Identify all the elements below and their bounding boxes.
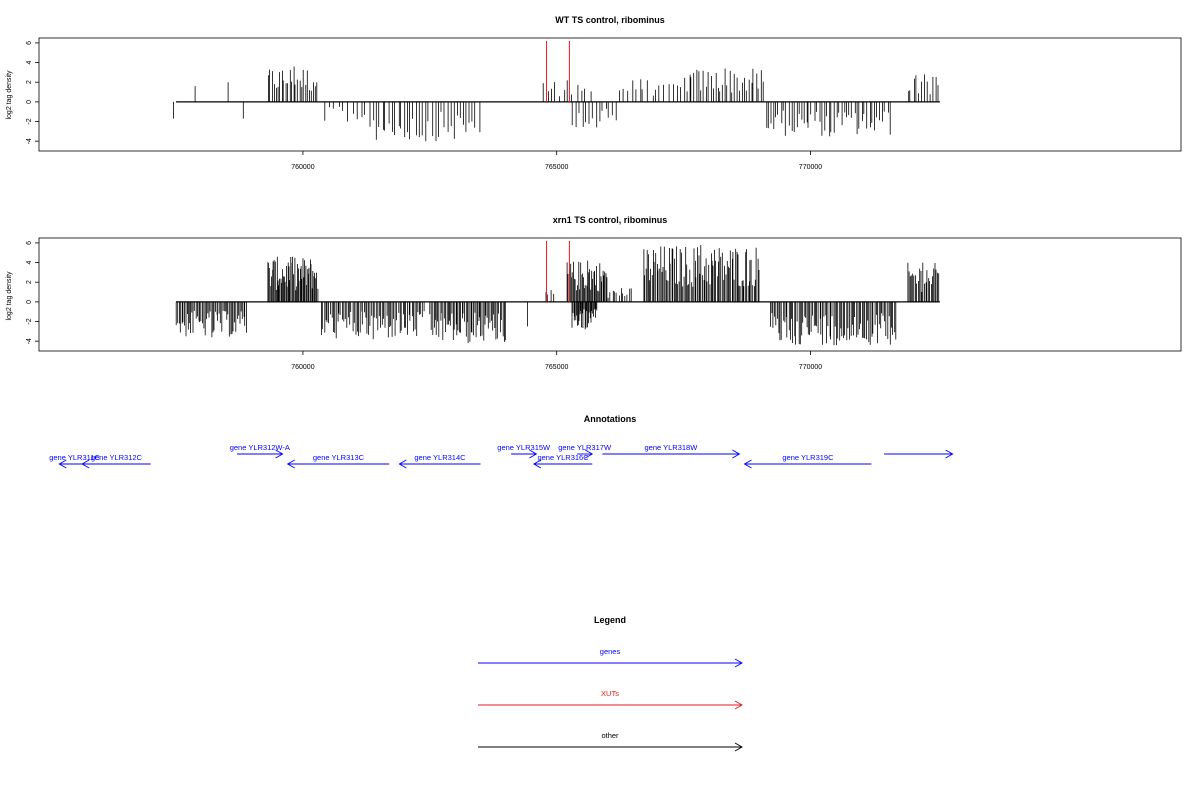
y-tick-label: -2 (26, 118, 33, 124)
xrn1-signal-bars (175, 240, 940, 346)
gene-arrow-head (398, 459, 407, 469)
gene-arrow-head (532, 459, 542, 469)
y-tick-label: 2 (26, 280, 33, 284)
gene-label: gene YLR313C (313, 453, 365, 462)
y-tick-label: -4 (26, 138, 33, 144)
x-tick-label: 770000 (799, 364, 822, 371)
xrn1-track-panel: xrn1 TS control, ribominus log2 tag dens… (6, 215, 1182, 371)
xrn1-axes: -4 -2 0 2 4 6 760000 765000 770000 (26, 237, 1182, 371)
y-tick-label: 0 (26, 300, 33, 304)
xrn1-track-title: xrn1 TS control, ribominus (553, 215, 668, 225)
wt-y-axis-label: log2 tag density (6, 70, 13, 120)
wt-track-title: WT TS control, ribominus (555, 15, 665, 25)
x-tick-label: 760000 (291, 364, 314, 371)
legend-panel: Legend genes XUTs other (478, 615, 743, 752)
wt-signal-bars (173, 40, 940, 142)
y-tick-label: 2 (26, 80, 33, 84)
x-tick-label: 760000 (291, 164, 314, 171)
y-tick-label: 4 (26, 61, 33, 65)
plot-frame (38, 37, 1182, 152)
legend-arrow-head (734, 742, 743, 752)
annotations-title: Annotations (584, 414, 637, 424)
y-tick-label: 4 (26, 261, 33, 265)
gene-arrow-head (81, 459, 90, 469)
gene-arrow-head (743, 459, 752, 469)
y-tick-label: 0 (26, 100, 33, 104)
gene-label: gene YLR312W-A (230, 443, 290, 452)
x-tick-label: 770000 (799, 164, 822, 171)
y-tick-label: 6 (26, 41, 33, 45)
y-tick-label: -2 (26, 318, 33, 324)
legend-arrow-head (734, 658, 743, 668)
gene-arrow-head (286, 459, 295, 469)
gene-label: gene YLR319C (782, 453, 834, 462)
y-tick-label: 6 (26, 241, 33, 245)
gene-arrow-head (58, 459, 67, 469)
legend-label: other (601, 731, 619, 740)
x-tick-label: 765000 (545, 164, 568, 171)
gene-arrow-head (945, 449, 954, 459)
gene-arrow-head (732, 449, 741, 459)
legend-title: Legend (594, 615, 626, 625)
legend-arrow-head (734, 700, 743, 710)
wt-track-panel: WT TS control, ribominus log2 tag densit… (6, 15, 1182, 171)
gene-label: gene YLR312C (91, 453, 143, 462)
gene-label: gene YLR316C (537, 453, 589, 462)
gene-label: gene YLR318W (644, 443, 698, 452)
plot-frame (38, 237, 1182, 352)
gene-arrow-head (585, 449, 594, 459)
gene-label: gene YLR317W (558, 443, 612, 452)
gene-label: gene YLR314C (414, 453, 466, 462)
legend-label: genes (600, 647, 621, 656)
xrn1-y-axis-label: log2 tag density (6, 271, 13, 321)
y-tick-label: -4 (26, 338, 33, 344)
gene-arrow-head (275, 449, 284, 459)
legend-items: genes XUTs other (478, 647, 743, 752)
gene-arrow-head (529, 449, 538, 459)
x-tick-label: 765000 (545, 364, 568, 371)
gene-label: gene YLR315W (497, 443, 551, 452)
legend-label: XUTs (601, 689, 619, 698)
gene-label: gene YLR311C (49, 453, 100, 462)
wt-axes: -4 -2 0 2 4 6 760000 765000 770000 (26, 37, 1182, 171)
